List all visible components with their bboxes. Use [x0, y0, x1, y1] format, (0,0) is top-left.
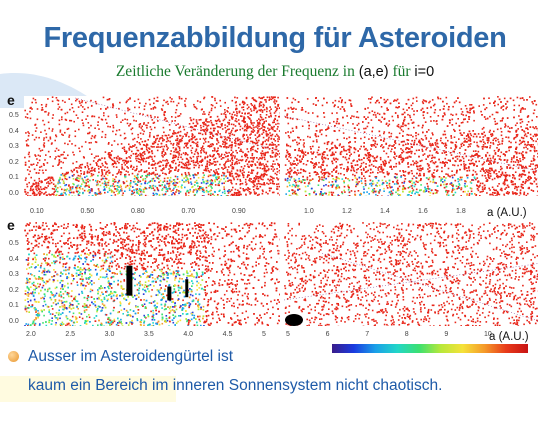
bottom-y-tick: 0.3: [9, 271, 19, 279]
body-line-2: kaum ein Bereich im inneren Sonnensystem…: [28, 377, 443, 394]
bottom-left-x-tick: 3.0: [104, 331, 115, 338]
top-y-tick: 0.1: [9, 174, 19, 182]
subtitle-incl: i=0: [414, 64, 435, 80]
bottom-y-tick: 0.4: [9, 255, 19, 263]
bottom-right-x-tick: 7: [365, 331, 370, 338]
frequency-colorbar: [332, 344, 528, 353]
subtitle-fuer: für: [392, 63, 411, 80]
top-y-tick: 0.0: [9, 190, 19, 197]
bottom-left-x-tick: 2.5: [65, 331, 76, 338]
bottom-right-x-tick: 10: [484, 331, 492, 338]
bottom-right-x-tick: 6: [325, 331, 330, 338]
slide-title: Frequenzabbildung für Asteroiden: [43, 22, 507, 54]
bottom-y-tick: 0.1: [9, 302, 19, 310]
bullet-icon: [8, 351, 19, 362]
frequency-map-top-left: [24, 96, 280, 196]
bottom-left-x-tick: 4.0: [183, 331, 194, 338]
text-highlight: [0, 376, 176, 402]
bottom-y-tick: 0.0: [9, 318, 19, 325]
top-left-x-tick: 0.90: [232, 208, 246, 215]
bottom-right-x-tick: 9: [444, 331, 449, 338]
body-line-1: Ausser im Asteroidengürtel ist: [28, 348, 234, 365]
top-y-tick: 0.2: [9, 158, 19, 166]
bottom-left-x-tick: 4.5: [222, 331, 233, 338]
top-left-x-tick: 0.70: [181, 208, 196, 215]
top-right-x-tick: 1.8: [456, 208, 466, 215]
bottom-y-tick: 0.2: [9, 286, 19, 294]
top-right-x-tick: 1.0: [304, 208, 314, 215]
bottom-left-x-tick: 3.5: [144, 331, 154, 338]
subtitle-prefix: Zeitliche Veränderung der Frequenz in: [115, 63, 355, 80]
bottom-right-x-tick: 5: [286, 331, 290, 338]
top-y-tick: 0.4: [9, 127, 19, 135]
y-axis-label-bottom: e: [7, 217, 15, 233]
y-axis-label-top: e: [7, 92, 15, 108]
top-right-x-tick: 1.6: [418, 208, 428, 215]
top-y-tick: 0.5: [9, 112, 19, 119]
subtitle-ae: (a,e): [358, 64, 389, 80]
top-left-x-tick: 0.50: [80, 208, 95, 215]
x-axis-unit-bottom: a (A.U.): [489, 331, 529, 343]
slide-subtitle: Zeitliche Veränderung der Frequenz in (a…: [0, 63, 550, 81]
frequency-map-bottom-left: [24, 222, 280, 326]
top-right-x-tick: 1.2: [342, 208, 352, 215]
frequency-map-top-right: [284, 96, 538, 196]
bottom-y-tick: 0.5: [9, 240, 19, 247]
top-left-x-tick: 0.10: [30, 208, 44, 215]
top-left-x-tick: 0.80: [131, 208, 145, 215]
top-y-tick: 0.3: [9, 143, 19, 151]
x-axis-unit-top: a (A.U.): [487, 207, 527, 219]
bottom-left-x-tick: 5: [262, 331, 266, 338]
bottom-left-x-tick: 2.0: [26, 331, 36, 338]
bottom-right-x-tick: 8: [404, 331, 409, 338]
top-right-x-tick: 1.4: [380, 208, 390, 215]
frequency-map-bottom-right: [284, 222, 538, 326]
